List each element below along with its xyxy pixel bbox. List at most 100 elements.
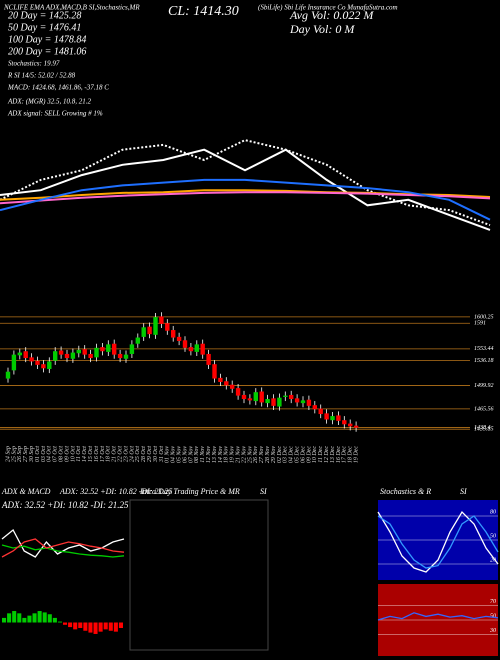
candle-body — [182, 340, 188, 348]
x-tick-label: 09 Oct — [64, 446, 70, 462]
x-tick-label: 10 Oct — [70, 446, 76, 462]
x-tick-label: 18 Dec — [348, 446, 354, 463]
candle-body — [241, 394, 247, 400]
candle-body — [94, 347, 99, 358]
annotation: (SbiLife) Sbi Life Insurance Co MunafaSu… — [258, 4, 398, 12]
x-tick-label: 21 Nov — [235, 446, 241, 464]
candle-body — [265, 399, 270, 404]
candle-body — [212, 364, 217, 379]
macd-bar — [32, 613, 37, 623]
macd-bar — [108, 622, 113, 631]
annotation: 50 Day = 1476.41 — [8, 22, 81, 33]
candle-body — [230, 384, 235, 389]
macd-bar — [113, 622, 118, 632]
candle-body — [165, 323, 170, 331]
candle-body — [259, 391, 264, 403]
y-tick-label: 1591 — [474, 321, 486, 327]
panel-title: ADX: 32.52 +DI: 10.82 -DI: 21.25 — [59, 487, 173, 496]
candle-body — [271, 398, 276, 406]
candle-body — [76, 349, 81, 354]
x-tick-label: 17 Dec — [342, 446, 348, 463]
x-tick-label: 12 Dec — [324, 446, 330, 463]
x-tick-label: 16 Oct — [94, 446, 100, 462]
annotation: Stochastics: 19.97 — [8, 60, 60, 68]
candle-body — [247, 398, 253, 401]
panel-title: SI — [460, 487, 467, 496]
macd-bar — [68, 622, 73, 628]
x-tick-label: 07 Nov — [188, 446, 194, 464]
candle-body — [218, 377, 223, 382]
candle-body — [147, 326, 152, 335]
macd-bar — [2, 617, 7, 623]
x-tick-label: 28 Nov — [265, 446, 271, 464]
macd-bar — [103, 622, 108, 630]
x-tick-label: 09 Dec — [306, 446, 312, 463]
x-tick-label: 17 Oct — [100, 446, 106, 462]
x-tick-label: 28 Oct — [141, 446, 147, 462]
candle-body — [112, 343, 117, 355]
panel-title: SI — [260, 487, 267, 496]
candle-body — [123, 354, 129, 359]
macd-bar — [63, 622, 68, 625]
candle-body — [330, 416, 335, 421]
candle-body — [35, 360, 40, 365]
x-tick-label: 23 Oct — [123, 446, 129, 462]
series-line — [377, 515, 499, 569]
candle-body — [206, 353, 211, 365]
x-tick-label: 04 Nov — [170, 446, 177, 464]
x-tick-label: 30 Sep — [29, 446, 35, 463]
annotation: ADX: (MGR) 32.5, 10.8, 21.2 — [7, 98, 92, 106]
candle-body — [318, 408, 323, 415]
series-line — [0, 178, 491, 221]
y-tick-label: 50 — [490, 613, 496, 619]
annotation: CL: 1414.30 — [168, 4, 239, 19]
y-tick-label: 70 — [490, 599, 496, 605]
candle-body — [253, 392, 258, 402]
x-tick-label: 25 Sep — [11, 446, 17, 462]
candle-body — [306, 399, 312, 406]
x-tick-label: 26 Sep — [17, 446, 23, 462]
candle-body — [159, 316, 164, 324]
x-tick-label: 01 Nov — [165, 446, 171, 464]
candle-body — [176, 336, 182, 341]
x-tick-label: 29 Oct — [147, 446, 153, 462]
candle-body — [23, 351, 28, 359]
candle-body — [5, 371, 11, 379]
candle-body — [312, 405, 317, 410]
macd-bar — [118, 622, 123, 628]
series-line — [377, 612, 499, 621]
y-tick-label: 80 — [490, 509, 496, 515]
x-tick-label: 01 Oct — [35, 446, 41, 462]
annotation: ADX signal: SELL Growing # 1% — [7, 110, 103, 118]
x-tick-label: 18 Nov — [224, 446, 230, 464]
candle-body — [336, 415, 341, 421]
series-line — [0, 148, 491, 231]
candle-body — [289, 394, 294, 400]
x-tick-label: 07 Oct — [53, 446, 59, 462]
candle-body — [235, 388, 241, 396]
series-line — [377, 510, 499, 573]
macd-bar — [88, 622, 93, 633]
x-tick-label: 27 Sep — [23, 446, 29, 462]
macd-bar — [78, 622, 83, 628]
x-tick-label: 04 Dec — [288, 446, 295, 463]
candle-body — [17, 352, 22, 356]
annotation: 100 Day = 1478.84 — [8, 34, 86, 45]
panel-title: Stochastics & R — [380, 487, 431, 496]
candle-body — [88, 353, 93, 359]
y-tick-label: 1435.85 — [474, 426, 494, 433]
x-tick-label: 31 Oct — [159, 446, 165, 463]
y-tick-label: 1438.4 — [474, 424, 491, 431]
macd-bar — [12, 611, 17, 623]
candle-body — [58, 350, 64, 355]
panel-border — [129, 499, 269, 651]
x-tick-label: 27 Nov — [259, 446, 265, 464]
x-tick-label: 13 Nov — [212, 446, 218, 464]
candle-body — [41, 364, 46, 369]
x-tick-label: 14 Nov — [217, 446, 224, 464]
candle-body — [106, 344, 111, 352]
x-tick-label: 06 Nov — [182, 446, 188, 464]
x-tick-label: 22 Oct — [117, 446, 123, 462]
y-tick-label: 1553.44 — [474, 345, 494, 352]
x-tick-label: 26 Nov — [253, 446, 259, 464]
